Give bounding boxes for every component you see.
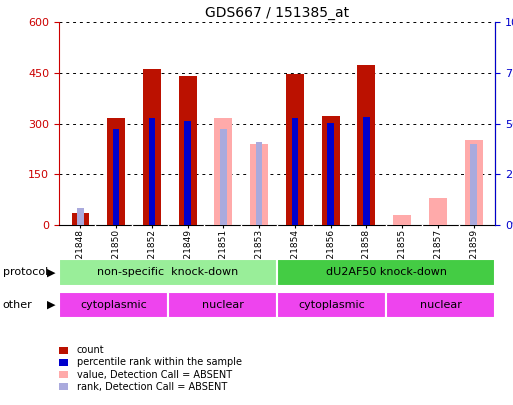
- Bar: [149, 118, 155, 225]
- Bar: [277, 259, 495, 286]
- Text: ▶: ▶: [47, 300, 55, 310]
- Bar: [214, 118, 232, 225]
- Bar: [185, 121, 191, 225]
- Text: dU2AF50 knock-down: dU2AF50 knock-down: [326, 267, 446, 277]
- Bar: [77, 208, 84, 225]
- Bar: [59, 259, 277, 286]
- Title: GDS667 / 151385_at: GDS667 / 151385_at: [205, 6, 349, 20]
- Text: non-specific  knock-down: non-specific knock-down: [97, 267, 239, 277]
- Bar: [113, 129, 120, 225]
- Bar: [250, 144, 268, 225]
- Bar: [107, 118, 125, 225]
- Bar: [71, 213, 89, 225]
- Bar: [465, 141, 483, 225]
- Bar: [286, 74, 304, 225]
- Bar: [429, 198, 447, 225]
- Text: ▶: ▶: [47, 267, 55, 277]
- Text: cytoplasmic: cytoplasmic: [298, 300, 365, 310]
- Bar: [220, 129, 227, 225]
- Text: nuclear: nuclear: [202, 300, 244, 310]
- Text: count: count: [77, 345, 105, 355]
- Bar: [256, 142, 262, 225]
- Bar: [470, 144, 477, 225]
- Bar: [363, 117, 369, 225]
- Text: protocol: protocol: [3, 267, 48, 277]
- Text: cytoplasmic: cytoplasmic: [80, 300, 147, 310]
- Bar: [358, 65, 376, 225]
- Bar: [393, 215, 411, 225]
- Bar: [292, 118, 298, 225]
- Text: percentile rank within the sample: percentile rank within the sample: [77, 358, 242, 367]
- Bar: [277, 292, 386, 318]
- Text: other: other: [3, 300, 32, 310]
- Bar: [179, 76, 196, 225]
- Text: value, Detection Call = ABSENT: value, Detection Call = ABSENT: [77, 370, 232, 379]
- Bar: [327, 122, 334, 225]
- Bar: [322, 116, 340, 225]
- Bar: [168, 292, 277, 318]
- Bar: [386, 292, 495, 318]
- Text: rank, Detection Call = ABSENT: rank, Detection Call = ABSENT: [77, 382, 227, 392]
- Bar: [143, 68, 161, 225]
- Bar: [59, 292, 168, 318]
- Text: nuclear: nuclear: [420, 300, 462, 310]
